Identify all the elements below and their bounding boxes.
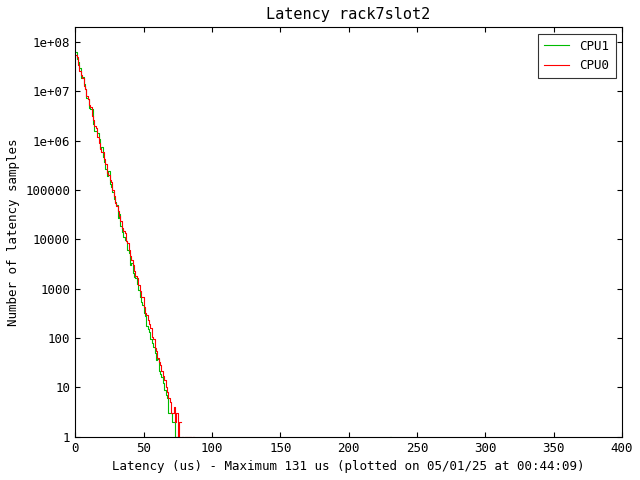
Line: CPU1: CPU1: [76, 52, 390, 437]
Line: CPU0: CPU0: [76, 55, 193, 437]
CPU0: [72, 52, 79, 58]
Title: Latency rack7slot2: Latency rack7slot2: [266, 7, 431, 22]
CPU0: [143, 312, 150, 318]
CPU1: [72, 49, 79, 55]
X-axis label: Latency (us) - Maximum 131 us (plotted on 05/01/25 at 00:44:09): Latency (us) - Maximum 131 us (plotted o…: [113, 460, 585, 473]
Y-axis label: Number of latency samples: Number of latency samples: [7, 138, 20, 326]
Legend: CPU1, CPU0: CPU1, CPU0: [538, 34, 616, 78]
CPU1: [143, 323, 150, 329]
